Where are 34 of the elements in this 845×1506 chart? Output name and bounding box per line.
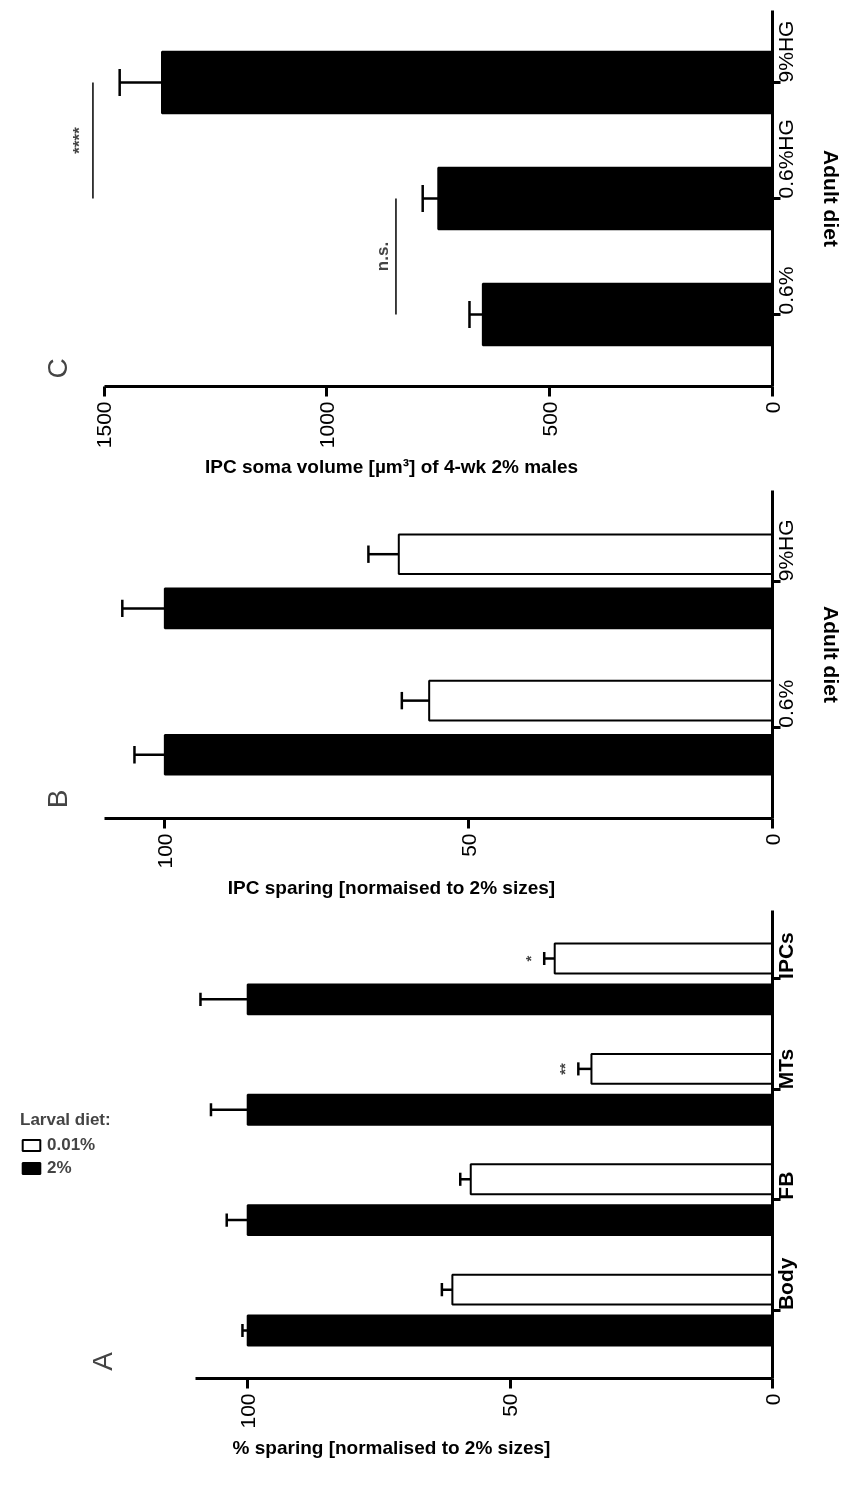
text: C <box>41 358 73 379</box>
y-axis-title: Adult diet <box>819 150 843 247</box>
y-tick-label: 0.6%HG <box>774 119 797 199</box>
x-axis-title: IPC soma volume [µm³] of 4-wk 2% males <box>204 456 579 478</box>
y-tick-label: IPCs <box>774 932 797 979</box>
x-tick-label: 1500 <box>92 401 116 449</box>
annotation: ** <box>556 1062 574 1075</box>
y-tick-label: 0.6% <box>774 679 797 728</box>
legend-label: 0.01% <box>47 1135 96 1155</box>
text: A <box>87 1351 119 1371</box>
x-tick-label: 1000 <box>314 401 338 449</box>
x-tick-label: 0 <box>760 833 784 846</box>
y-tick-label: 9%HG <box>774 519 797 582</box>
text: B <box>41 789 73 809</box>
x-tick-label: 50 <box>498 1393 522 1417</box>
legend-label: 2% <box>47 1158 72 1178</box>
y-tick-label: 9%HG <box>774 20 797 83</box>
x-tick-label: 0 <box>760 401 784 414</box>
x-axis-title: IPC sparing [normaised to 2% sizes] <box>227 876 556 898</box>
annotation: * <box>522 955 540 962</box>
y-tick-label: MTs <box>774 1048 797 1090</box>
y-tick-label: FB <box>774 1171 797 1200</box>
x-tick-label: 100 <box>152 833 176 869</box>
x-tick-label: 50 <box>456 833 480 857</box>
annotation: n.s. <box>372 241 392 272</box>
y-tick-label: Body <box>774 1257 797 1311</box>
x-tick-label: 0 <box>760 1393 784 1406</box>
y-axis-title: Adult diet <box>819 606 843 703</box>
x-axis-title: % sparing [normalised to 2% sizes] <box>232 1436 551 1458</box>
x-tick-label: 100 <box>235 1393 259 1429</box>
y-tick-label: 0.6% <box>774 266 797 315</box>
x-tick-label: 500 <box>537 401 561 437</box>
legend-title: Larval diet: <box>20 1110 111 1130</box>
text: **** <box>69 126 89 154</box>
